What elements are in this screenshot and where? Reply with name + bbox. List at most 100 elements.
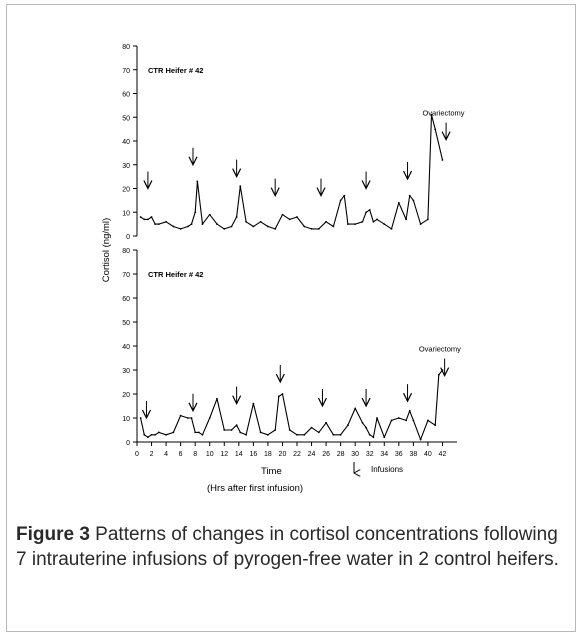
panel-2-data-point — [419, 438, 422, 441]
panel-2-ovariectomy-arrow-head — [440, 367, 450, 377]
panel-2-data-point — [354, 407, 357, 410]
panel-2-data-point — [405, 419, 407, 422]
panel-1-infusion-arrow-head — [361, 180, 371, 190]
panel-1-data-point — [201, 223, 204, 226]
panel-1-infusion-arrow-head — [403, 170, 413, 181]
x-axis-sublabel: (Hrs after first infusion) — [207, 483, 303, 494]
panel-2-data-point — [216, 397, 218, 400]
panel-2-infusion-arrow-head — [232, 395, 242, 405]
panel-2-data-point — [303, 433, 306, 436]
panel-2-data-point — [281, 393, 284, 395]
panel-1-data-point — [317, 227, 320, 230]
panel-1-title: CTR Heifer # 42 — [148, 66, 203, 75]
caption-text: Patterns of changes in cortisol concentr… — [16, 524, 559, 570]
panel-2-y-tick-label: 10 — [122, 416, 130, 423]
panel-1-data-point — [147, 218, 149, 221]
panel-2-data-point — [187, 417, 189, 419]
panel-1-data-point — [343, 194, 346, 197]
panel-1-data-point — [332, 225, 335, 228]
panel-1-infusion-arrow-head — [270, 187, 280, 197]
panel-2-data-point — [235, 424, 238, 427]
panel-1-data-point — [383, 223, 386, 226]
panel-2-data-point — [201, 433, 204, 436]
panel-1-data-point — [208, 213, 211, 216]
panel-1-y-tick-label: 40 — [122, 139, 130, 146]
panel-1-y-tick-label: 20 — [122, 187, 130, 194]
panel-1-data-point — [194, 211, 197, 214]
x-tick-label: 2 — [150, 451, 154, 458]
panel-1-data-point — [390, 227, 393, 230]
figure-frame — [6, 4, 576, 632]
x-tick-label: 34 — [380, 451, 388, 458]
panel-2-infusion-arrow-head — [317, 397, 327, 408]
panel-2-data-point — [408, 409, 411, 412]
cortisol-chart: Cortisol (ng/ml) 0 10 20 30 40 50 60 70 80 CTR He… — [101, 44, 465, 494]
panel-2-data-point — [437, 373, 440, 376]
panel-2-data-point — [339, 433, 342, 436]
panel-1-data-point — [441, 159, 444, 161]
panel-2-y-tick-label: 60 — [122, 296, 130, 303]
panel-2-infusion-arrow-head — [188, 402, 198, 413]
panel-2-data-point — [372, 436, 375, 439]
panel-2-data-point — [277, 395, 280, 398]
panel-2-data-point — [361, 421, 364, 424]
panel-1-y-tick-label: 30 — [122, 163, 130, 170]
panel-2-y-tick-label: 50 — [122, 320, 130, 327]
panel-1-annotation: Ovariectomy — [422, 109, 464, 118]
panel-1-data-point — [347, 223, 349, 226]
legend-label: Infusions — [371, 465, 403, 474]
panel-2-data-point — [427, 419, 429, 422]
panel-1-data-point — [179, 227, 182, 230]
x-axis-label: Time — [261, 466, 282, 477]
panel-1-data-point — [274, 227, 277, 230]
panel-1-infusion-arrow-head — [143, 180, 153, 190]
x-tick-label: 36 — [395, 451, 403, 458]
panel-1-data-point — [376, 218, 378, 221]
x-tick-label: 42 — [439, 451, 447, 458]
panel-2-data-point — [190, 417, 193, 419]
panel-2-data-point — [267, 433, 269, 436]
panel-1-data-point — [239, 185, 242, 188]
panel-2-data-point — [147, 436, 149, 439]
panel-1-data-point — [235, 216, 238, 218]
panel-2-data-point — [252, 402, 255, 405]
panel-1-y-tick-label: 50 — [122, 115, 130, 122]
panel-1-data-point — [245, 220, 247, 223]
panel-2-y-tick-label: 80 — [122, 248, 130, 255]
panel-1-data-point — [339, 199, 342, 202]
legend-infusions: Infusions — [354, 462, 403, 474]
panel-1-data-point — [325, 220, 327, 223]
panel-2-data-point — [397, 417, 400, 419]
panel-1-infusion-arrow-head — [232, 168, 242, 178]
panel-1-y-tick-label: 0 — [126, 234, 130, 241]
panel-2-y-tick-label: 40 — [122, 344, 130, 351]
x-tick-label: 4 — [164, 451, 168, 458]
x-tick-label: 12 — [220, 451, 228, 458]
panel-1-data-point — [354, 223, 357, 226]
panel-1-data-point — [157, 223, 160, 226]
panel-1-data-point — [196, 180, 199, 183]
panel-1-ovariectomy-arrow-head — [441, 131, 451, 141]
x-tick-label: 6 — [179, 451, 183, 458]
panel-1-data-point — [150, 216, 153, 218]
panel-1-data-point — [408, 194, 411, 197]
panel-1-y-tick-label: 70 — [122, 68, 130, 75]
panel-2-infusion-arrow-head — [275, 373, 285, 384]
x-tick-label: 18 — [264, 451, 272, 458]
panel-2-data-point — [365, 426, 367, 429]
panel-1-data-point — [434, 128, 437, 131]
panel-1-data-point — [139, 216, 142, 218]
panel-1-data-point — [372, 220, 375, 223]
panel-2-data-point — [239, 431, 242, 434]
panel-2-y-tick-label: 30 — [122, 368, 130, 375]
x-tick-label: 38 — [409, 451, 417, 458]
panel-2-data-point — [139, 417, 142, 419]
panel-1-data-point — [405, 218, 407, 221]
panel-1-data-point — [368, 208, 371, 211]
panel-1-data-point — [172, 225, 175, 228]
y-axis-label: Cortisol (ng/ml) — [101, 218, 112, 282]
panel-1-data-point — [187, 225, 189, 228]
panel-2-data-point — [383, 436, 386, 439]
panel-2-data-point — [332, 433, 335, 436]
panel-1-data-point — [303, 225, 306, 228]
